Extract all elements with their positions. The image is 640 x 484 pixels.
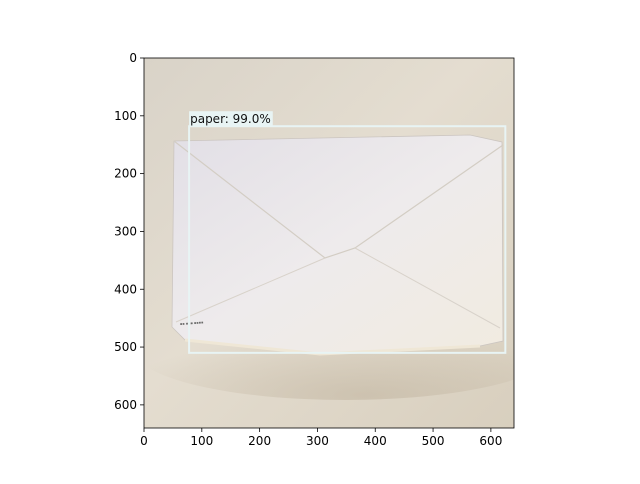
photo: ▪▪ ▪▪▪ ▪▪▪▪ [144,58,514,428]
envelope-flap [173,140,504,259]
y-tick-label: 400 [114,282,137,296]
y-axis: 0 100 200 300 400 500 600 [114,51,144,412]
detection-label-background [189,111,273,127]
x-axis: 0 100 200 300 400 500 600 [140,428,502,448]
detection-label: paper: 99.0% [190,112,271,126]
y-tick-label: 0 [129,51,137,65]
envelope-body [171,134,504,355]
y-tick-label: 300 [114,224,137,238]
x-tick-label: 300 [306,434,329,448]
x-tick-label: 100 [190,434,213,448]
envelope-edge-highlight [184,338,481,356]
x-tick-label: 600 [479,434,502,448]
y-tick-label: 600 [114,398,137,412]
axes-frame [143,57,515,429]
detection-overlay: paper: 99.0% [188,111,507,354]
envelope-small-print: ▪▪ ▪▪▪ ▪▪▪▪ [180,320,204,326]
x-tick-label: 500 [422,434,445,448]
y-tick-label: 200 [114,167,137,181]
y-tick-label: 100 [114,109,137,123]
x-tick-label: 0 [140,434,148,448]
x-tick-label: 400 [364,434,387,448]
detection-box [188,125,507,354]
x-tick-label: 200 [248,434,271,448]
envelope-lower-fold [175,247,501,329]
y-tick-label: 500 [114,340,137,354]
